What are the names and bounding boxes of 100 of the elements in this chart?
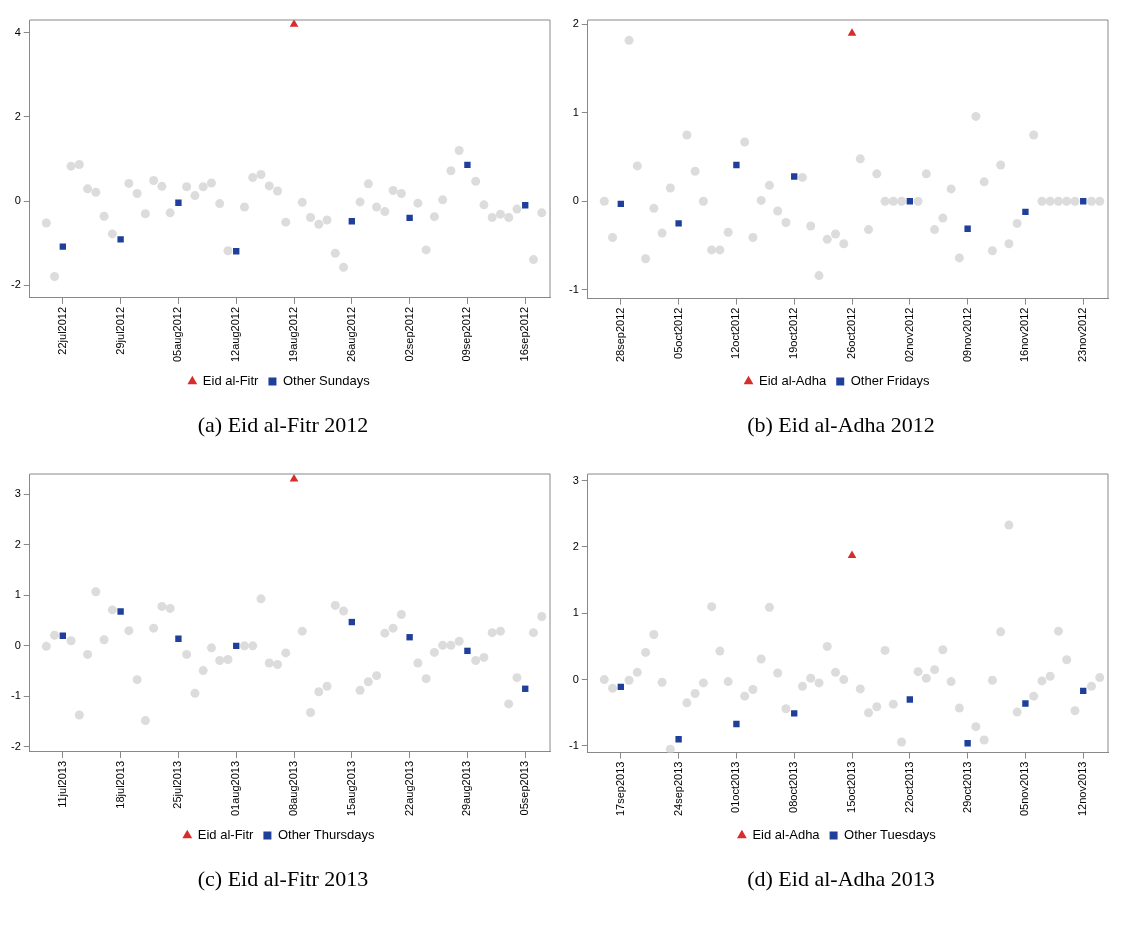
- point: [355, 197, 365, 207]
- point: [464, 647, 471, 655]
- point: [632, 667, 642, 677]
- point: [537, 612, 547, 622]
- point: [41, 218, 51, 228]
- point: [964, 740, 971, 747]
- point: [1022, 700, 1029, 707]
- point: [822, 641, 832, 651]
- point: [839, 675, 849, 685]
- point: [297, 626, 307, 636]
- point: [454, 146, 464, 156]
- point: [487, 628, 497, 638]
- point: [528, 255, 538, 265]
- point: [264, 181, 274, 191]
- point: [897, 737, 907, 747]
- x-tick-label: 05sep2013: [518, 760, 531, 816]
- point: [41, 641, 51, 651]
- point: [1070, 196, 1080, 206]
- point: [806, 673, 816, 683]
- point: [649, 203, 659, 213]
- point: [388, 186, 398, 196]
- point: [471, 176, 481, 186]
- point: [223, 654, 233, 664]
- legend-label: Other Fridays: [850, 373, 930, 389]
- point: [773, 668, 783, 678]
- point: [413, 658, 423, 668]
- point: [50, 630, 60, 640]
- point: [175, 199, 182, 206]
- point: [831, 667, 840, 677]
- legend-label: Eid al-Adha: [759, 373, 827, 389]
- point: [608, 683, 618, 693]
- x-tick-label: 29aug2013: [460, 760, 473, 816]
- point: [140, 716, 150, 726]
- point: [698, 196, 708, 206]
- point: [773, 206, 783, 216]
- y-tick-label: -1: [11, 689, 21, 702]
- point: [438, 195, 448, 205]
- point: [239, 641, 249, 651]
- point: [464, 161, 471, 169]
- x-tick-label: 25jul2013: [171, 760, 184, 809]
- point: [306, 213, 316, 223]
- y-tick-label: 3: [572, 473, 579, 486]
- x-tick-label: 24sep2013: [671, 761, 684, 817]
- point: [946, 184, 956, 194]
- point: [421, 245, 431, 255]
- point: [781, 218, 791, 228]
- point: [140, 209, 150, 219]
- point: [446, 166, 456, 176]
- x-tick-label: 22jul2012: [55, 306, 68, 355]
- x-tick-label: 22oct2013: [902, 761, 915, 813]
- point: [791, 710, 798, 717]
- point: [504, 213, 514, 223]
- point: [964, 225, 971, 232]
- y-tick-label: 1: [14, 588, 21, 601]
- point: [733, 720, 740, 728]
- point: [83, 649, 93, 659]
- point: [330, 600, 340, 610]
- x-tick-label: 17sep2013: [613, 761, 626, 817]
- point: [487, 213, 497, 223]
- point: [248, 173, 258, 182]
- point: [380, 207, 390, 217]
- point: [314, 687, 324, 697]
- point: [372, 671, 382, 681]
- point: [1037, 676, 1047, 686]
- point: [239, 202, 249, 212]
- point: [1086, 196, 1096, 206]
- point: [132, 189, 142, 198]
- point: [740, 137, 750, 147]
- point: [847, 28, 857, 36]
- x-tick-label: 05nov2013: [1018, 761, 1031, 817]
- x-tick-label: 28sep2012: [613, 307, 626, 363]
- point: [938, 645, 948, 655]
- point: [314, 219, 324, 229]
- point: [665, 744, 675, 753]
- point: [495, 626, 505, 636]
- point: [322, 681, 332, 691]
- point: [429, 647, 439, 657]
- x-tick-label: 02sep2012: [402, 306, 415, 362]
- point: [675, 736, 682, 743]
- point: [906, 696, 913, 703]
- point: [624, 675, 634, 685]
- point: [599, 675, 609, 685]
- x-tick-label: 22aug2013: [402, 760, 415, 816]
- point: [847, 550, 857, 559]
- point: [756, 654, 766, 664]
- point: [930, 225, 940, 235]
- point: [66, 636, 76, 646]
- point: [831, 229, 840, 239]
- point: [479, 652, 489, 662]
- point: [888, 699, 898, 709]
- point: [921, 673, 931, 683]
- x-tick-label: 15aug2013: [344, 760, 357, 816]
- point: [814, 678, 824, 688]
- point: [132, 675, 142, 685]
- point: [504, 699, 514, 709]
- x-tick-label: 18jul2013: [113, 760, 126, 809]
- point: [512, 204, 522, 214]
- point: [855, 154, 865, 164]
- point: [413, 198, 423, 208]
- point: [190, 191, 200, 201]
